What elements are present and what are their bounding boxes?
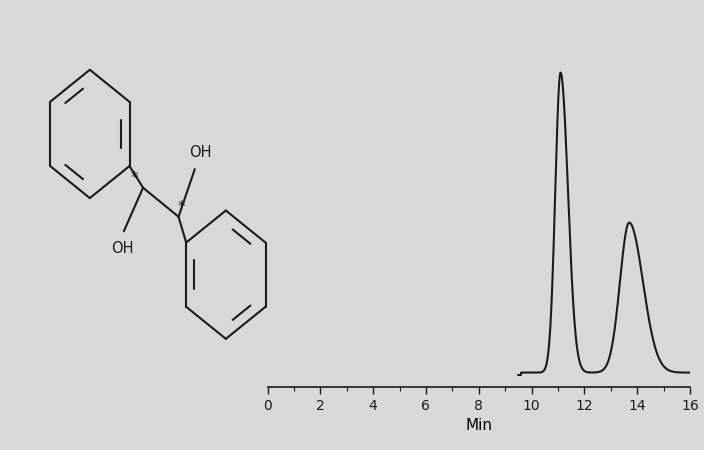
Text: OH: OH	[111, 241, 134, 256]
Text: *: *	[177, 200, 185, 215]
X-axis label: Min: Min	[465, 418, 492, 433]
Text: OH: OH	[189, 145, 211, 160]
Text: *: *	[131, 171, 139, 186]
